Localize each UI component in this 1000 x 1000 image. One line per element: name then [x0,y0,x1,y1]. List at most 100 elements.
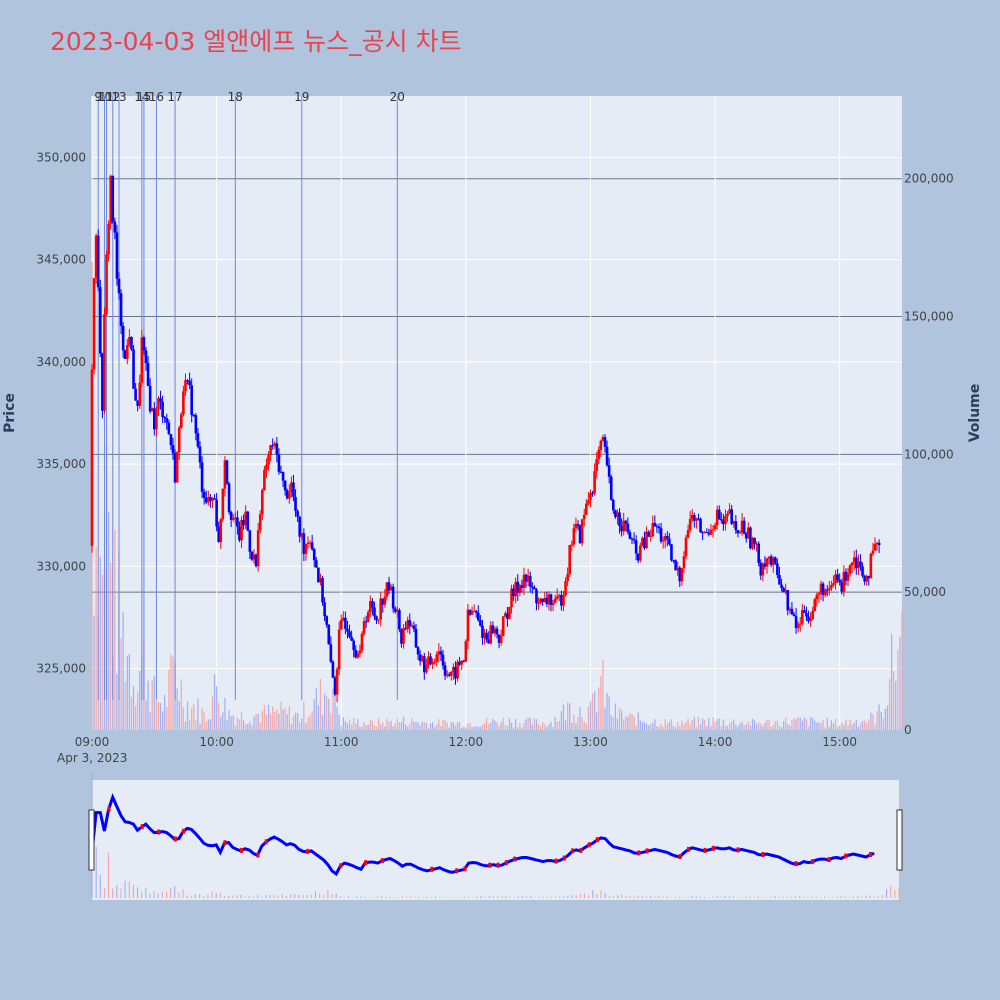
slider-volume-bar [815,896,817,898]
volume-bar [367,724,369,730]
volume-bar [818,722,820,730]
volume-bar [762,726,764,730]
slider-volume-bar [575,895,577,898]
slider-volume-bar [463,896,465,898]
candle-body [728,509,731,514]
candle-body [483,632,486,638]
slider-volume-bar [439,897,441,898]
slider-volume-bar [886,888,888,898]
volume-bar [251,724,253,730]
range-slider-left-handle[interactable] [88,809,95,871]
candle-body [809,619,812,622]
slider-volume-bar [898,888,900,898]
candle-body [832,583,835,586]
slider-volume-bar [314,891,316,898]
candle-body [369,601,372,612]
candle-body [558,595,561,597]
volume-bar [579,707,581,730]
candle-body [875,542,879,544]
volume-bar [247,723,249,730]
candle-body [491,625,495,634]
volume-bar [506,725,509,730]
slider-volume-bar [563,896,565,898]
candle-body [452,666,455,672]
candle-body [337,629,341,670]
slider-price-line [90,793,875,877]
slider-volume-bar [799,896,801,898]
slider-volume-bar [608,895,610,898]
candle-body [360,633,364,651]
slider-volume-bar [174,886,176,898]
candle-body [551,602,555,606]
candle-body [238,526,241,541]
slider-volume-bar [703,897,705,898]
volume-bar [145,700,147,730]
volume-bar [151,680,153,730]
candle-body [385,582,389,597]
volume-bar [893,671,895,730]
slider-volume-bar [828,897,830,898]
volume-bar [197,698,199,730]
candle-body [765,558,769,567]
slider-volume-bar [348,895,350,898]
volume-bar [305,723,307,730]
volume-bar [195,719,197,730]
candle-body [769,556,773,565]
candle-body [375,616,378,621]
slider-volume-bar [190,896,192,898]
volume-bar [390,720,392,730]
candle-body [198,446,202,463]
volume-bar [807,726,810,730]
volume-bar [161,711,164,730]
volume-bar [569,703,571,730]
volume-bar [600,675,602,730]
candle-body [645,531,648,549]
candle-body [591,493,594,495]
volume-bar [178,701,180,730]
volume-bar [895,680,897,730]
candle-body [402,628,405,644]
volume-bar [695,726,698,730]
candle-body [115,232,119,279]
candle-body [200,462,204,492]
candle-body [855,557,858,569]
volume-bar [332,688,334,730]
slider-candle [496,862,500,868]
slider-volume-bar [410,896,412,898]
candle-body [705,532,709,534]
volume-bar [857,726,860,730]
event-marker-label: 9 [94,90,102,104]
range-slider-background[interactable] [92,780,899,900]
volume-bar [436,723,438,730]
event-marker-label: 14 [134,90,149,104]
volume-bar [755,724,758,730]
candle-body [321,577,324,603]
candle-body [182,391,185,415]
volume-bar [793,718,795,730]
y-tick-label: 330,000 [36,559,86,573]
slider-volume-bar [360,896,362,898]
candle-body [371,601,374,608]
volume-bar [689,723,691,730]
candle-body [317,567,320,583]
y2-tick-label: 50,000 [904,585,946,599]
candle-body [140,337,144,383]
slider-volume-bar [530,896,532,898]
candle-body [356,653,360,658]
candle-body [277,454,281,472]
volume-bar [353,717,355,730]
volume-bar [269,713,272,730]
candle-body [504,613,507,617]
volume-bar [402,716,405,730]
candle-body [695,518,698,521]
candle-body [418,654,422,662]
volume-bar [805,719,808,730]
volume-bar [263,704,266,730]
slider-volume-bar [819,897,821,898]
slider-candle [463,866,467,872]
volume-bar [382,722,384,730]
slider-volume-bar [691,895,693,898]
range-slider-right-handle[interactable] [896,809,903,871]
volume-bar [504,724,506,730]
